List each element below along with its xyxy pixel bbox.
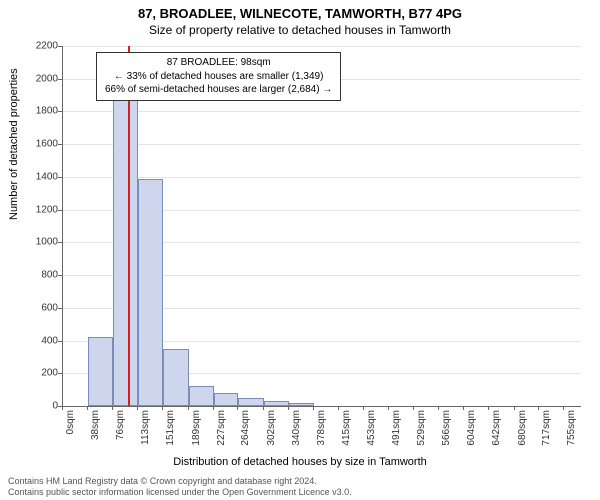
x-tick-mark xyxy=(188,406,189,410)
x-tick-mark xyxy=(463,406,464,410)
x-tick-mark xyxy=(388,406,389,410)
x-tick-mark xyxy=(112,406,113,410)
x-tick-label: 604sqm xyxy=(466,410,477,460)
y-axis-label: Number of detached properties xyxy=(8,68,20,220)
x-tick-label: 113sqm xyxy=(140,410,151,460)
x-tick-mark xyxy=(514,406,515,410)
chart-subtitle: Size of property relative to detached ho… xyxy=(0,21,600,37)
histogram-bar xyxy=(138,179,163,406)
annotation-line3: 66% of semi-detached houses are larger (… xyxy=(105,83,332,97)
x-tick-label: 453sqm xyxy=(366,410,377,460)
annotation-line1: 87 BROADLEE: 98sqm xyxy=(105,56,332,70)
y-tick-label: 200 xyxy=(18,368,58,379)
gridline xyxy=(63,111,581,112)
histogram-bar xyxy=(113,71,138,406)
chart-title: 87, BROADLEE, WILNECOTE, TAMWORTH, B77 4… xyxy=(0,0,600,21)
y-tick-label: 2000 xyxy=(18,73,58,84)
annotation-box: 87 BROADLEE: 98sqm ← 33% of detached hou… xyxy=(96,52,341,101)
y-tick-mark xyxy=(58,373,62,374)
x-tick-mark xyxy=(237,406,238,410)
histogram-bar xyxy=(189,386,214,406)
x-tick-label: 566sqm xyxy=(441,410,452,460)
y-tick-label: 1200 xyxy=(18,204,58,215)
y-tick-mark xyxy=(58,46,62,47)
x-tick-label: 38sqm xyxy=(90,410,101,460)
x-tick-mark xyxy=(338,406,339,410)
y-tick-label: 800 xyxy=(18,270,58,281)
y-tick-mark xyxy=(58,242,62,243)
x-tick-label: 340sqm xyxy=(291,410,302,460)
y-tick-label: 1400 xyxy=(18,171,58,182)
y-tick-label: 1800 xyxy=(18,106,58,117)
y-tick-mark xyxy=(58,177,62,178)
x-tick-label: 189sqm xyxy=(191,410,202,460)
x-tick-label: 642sqm xyxy=(491,410,502,460)
histogram-bar xyxy=(289,403,314,406)
x-tick-label: 529sqm xyxy=(416,410,427,460)
histogram-bar xyxy=(163,349,188,406)
x-tick-label: 302sqm xyxy=(266,410,277,460)
x-tick-label: 717sqm xyxy=(541,410,552,460)
y-tick-label: 0 xyxy=(18,401,58,412)
gridline xyxy=(63,46,581,47)
y-tick-mark xyxy=(58,210,62,211)
x-tick-mark xyxy=(363,406,364,410)
x-tick-mark xyxy=(538,406,539,410)
y-tick-label: 400 xyxy=(18,335,58,346)
x-tick-mark xyxy=(213,406,214,410)
x-tick-mark xyxy=(288,406,289,410)
footer-attribution: Contains HM Land Registry data © Crown c… xyxy=(8,476,352,499)
histogram-bar xyxy=(264,401,289,406)
x-tick-mark xyxy=(488,406,489,410)
chart-container: 87, BROADLEE, WILNECOTE, TAMWORTH, B77 4… xyxy=(0,0,600,500)
footer-line1: Contains HM Land Registry data © Crown c… xyxy=(8,476,352,487)
x-tick-mark xyxy=(263,406,264,410)
x-tick-label: 680sqm xyxy=(517,410,528,460)
gridline xyxy=(63,144,581,145)
y-tick-mark xyxy=(58,308,62,309)
y-tick-label: 1600 xyxy=(18,139,58,150)
y-tick-mark xyxy=(58,341,62,342)
x-tick-mark xyxy=(563,406,564,410)
y-tick-mark xyxy=(58,275,62,276)
histogram-bar xyxy=(214,393,239,406)
y-tick-mark xyxy=(58,111,62,112)
x-tick-label: 264sqm xyxy=(240,410,251,460)
x-tick-mark xyxy=(413,406,414,410)
x-tick-label: 0sqm xyxy=(65,410,76,460)
annotation-line2: ← 33% of detached houses are smaller (1,… xyxy=(105,70,332,84)
x-tick-label: 755sqm xyxy=(566,410,577,460)
x-tick-mark xyxy=(62,406,63,410)
y-tick-mark xyxy=(58,79,62,80)
x-tick-label: 227sqm xyxy=(216,410,227,460)
x-tick-label: 378sqm xyxy=(316,410,327,460)
x-tick-mark xyxy=(438,406,439,410)
x-tick-label: 151sqm xyxy=(165,410,176,460)
x-tick-label: 491sqm xyxy=(391,410,402,460)
y-tick-mark xyxy=(58,144,62,145)
x-tick-mark xyxy=(313,406,314,410)
histogram-bar xyxy=(88,337,113,406)
y-tick-label: 2200 xyxy=(18,41,58,52)
x-tick-mark xyxy=(162,406,163,410)
histogram-bar xyxy=(238,398,263,406)
y-tick-label: 600 xyxy=(18,302,58,313)
x-axis-label: Distribution of detached houses by size … xyxy=(0,456,600,468)
x-tick-label: 415sqm xyxy=(341,410,352,460)
x-tick-label: 76sqm xyxy=(115,410,126,460)
x-tick-mark xyxy=(137,406,138,410)
footer-line2: Contains public sector information licen… xyxy=(8,487,352,498)
x-tick-mark xyxy=(87,406,88,410)
y-tick-label: 1000 xyxy=(18,237,58,248)
